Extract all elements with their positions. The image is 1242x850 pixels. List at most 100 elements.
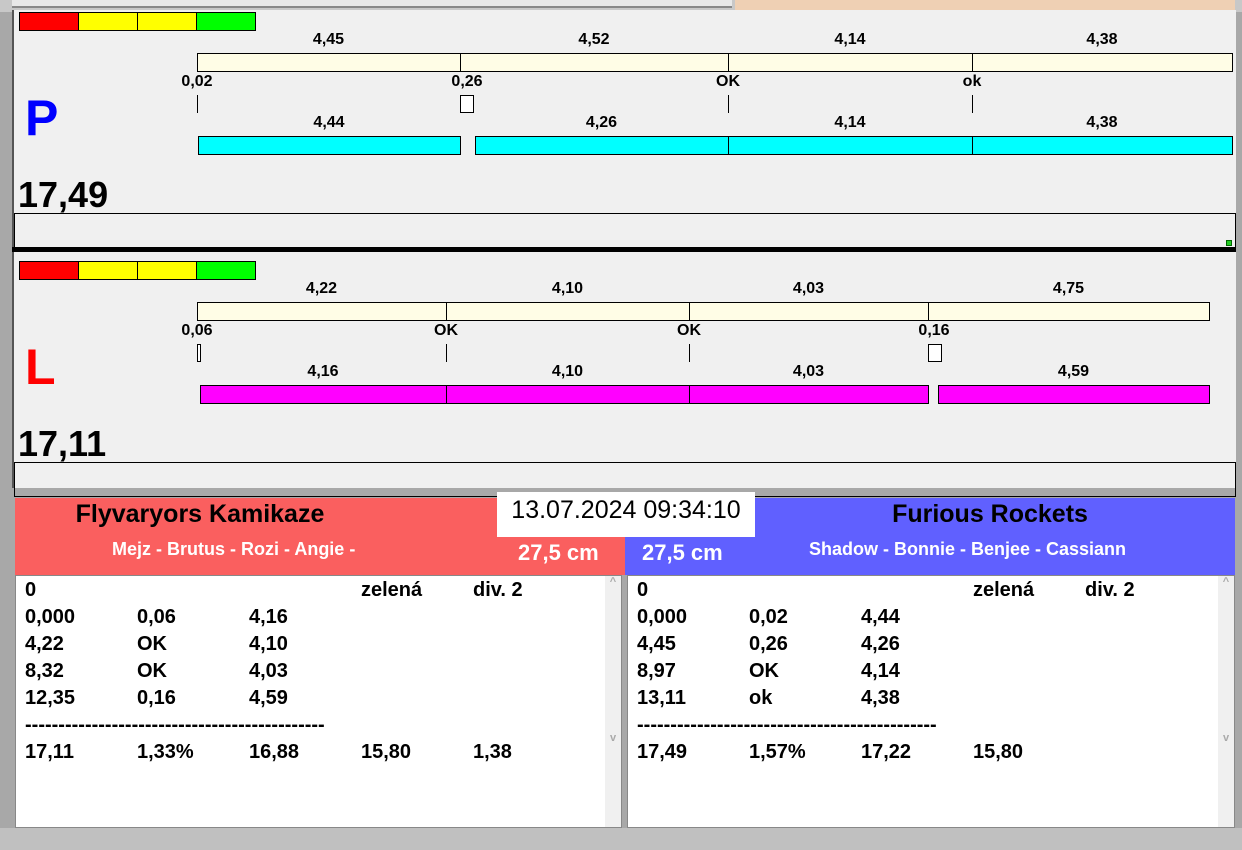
- lane-divider: [12, 247, 1236, 252]
- color-scale-segment: [78, 12, 138, 31]
- top-segment-bar: [460, 53, 729, 72]
- top-segment-value: 4,03: [792, 280, 825, 297]
- mark-label: OK: [434, 322, 458, 339]
- status-bar: [0, 828, 1242, 850]
- bottom-segment-bar: [728, 136, 973, 155]
- top-segment-bar: [972, 53, 1233, 72]
- result-cell: 1,38: [473, 741, 512, 763]
- scrollbar[interactable]: ^ v: [1218, 576, 1234, 827]
- top-segment-value: 4,52: [578, 31, 610, 48]
- mark-label: 0,26: [451, 73, 483, 90]
- result-cell: 0: [637, 579, 649, 601]
- datetime: 13.07.2024 09:34:10: [497, 492, 755, 537]
- result-cell: 4,59: [249, 687, 288, 709]
- mark-label: 0,06: [181, 322, 213, 339]
- mark-box: [928, 344, 942, 362]
- top-segment-bar: [446, 302, 690, 321]
- result-cell: 4,14: [861, 660, 900, 682]
- mark-label: 0,02: [181, 73, 213, 90]
- status-indicator: [1226, 240, 1232, 246]
- result-cell: ----------------------------------------…: [637, 714, 937, 736]
- mark-label: ok: [962, 73, 982, 90]
- bottom-segment-bar: [475, 136, 729, 155]
- result-cell: 15,80: [361, 741, 412, 763]
- top-segment-bar: [197, 302, 447, 321]
- top-segment-value: 4,38: [1086, 31, 1118, 48]
- lane-letter: L: [25, 339, 56, 395]
- result-cell: 17,22: [861, 741, 912, 763]
- result-cell: 4,03: [249, 660, 288, 682]
- mark-tick: [728, 95, 729, 113]
- team-name: Furious Rockets: [892, 500, 1088, 528]
- bottom-segment-bar: [198, 136, 461, 155]
- result-cell: 17,11: [25, 741, 74, 763]
- top-segment-bar: [928, 302, 1210, 321]
- result-cell: 4,44: [861, 606, 900, 628]
- color-scale-segment: [19, 261, 79, 280]
- result-cell: 15,80: [973, 741, 1024, 763]
- result-cell: OK: [749, 660, 779, 682]
- bottom-segment-value: 4,03: [792, 363, 825, 380]
- team-members: Mejz - Brutus - Rozi - Angie -: [112, 539, 356, 559]
- top-segment-bar: [197, 53, 461, 72]
- bottom-segment-value: 4,16: [307, 363, 339, 380]
- result-cell: 4,26: [861, 633, 900, 655]
- result-cell: 0,000: [25, 606, 76, 628]
- color-scale-segment: [137, 12, 197, 31]
- result-cell: 0,06: [137, 606, 176, 628]
- mark-tick: [972, 95, 973, 113]
- top-segment-value: 4,14: [834, 31, 866, 48]
- top-segment-value: 4,75: [1052, 280, 1085, 297]
- top-segment-bar: [728, 53, 973, 72]
- bottom-segment-value: 4,26: [585, 114, 618, 131]
- result-cell: zelená: [973, 579, 1035, 601]
- lane-total: 17,49: [18, 174, 109, 215]
- right-results-list[interactable]: ^ v 0 zelená div. 2 0,000 0,02 4,44 4,45 0,26 4,26…: [627, 575, 1235, 828]
- result-cell: 4,45: [637, 633, 676, 655]
- result-cell: 4,38: [861, 687, 900, 709]
- header-strip: [735, 0, 1235, 12]
- result-cell: 0,000: [637, 606, 688, 628]
- result-cell: 13,11: [637, 687, 686, 709]
- bottom-segment-bar: [446, 385, 690, 404]
- result-cell: 4,10: [249, 633, 288, 655]
- color-scale-segment: [196, 12, 256, 31]
- bottom-segment-value: 4,38: [1086, 114, 1118, 131]
- mark-label: OK: [677, 322, 701, 339]
- lane-progress-box: [14, 213, 1236, 249]
- result-cell: 4,16: [249, 606, 288, 628]
- result-cell: 8,32: [25, 660, 64, 682]
- top-segment-value: 4,22: [305, 280, 338, 297]
- left-results-list[interactable]: ^ v 0 zelená div. 2 0,000 0,06 4,16 4,22 OK 4,10 8,…: [15, 575, 622, 828]
- mark-box: [197, 344, 201, 362]
- mark-tick: [446, 344, 447, 362]
- mark-tick: [197, 95, 198, 113]
- color-scale-segment: [19, 12, 79, 31]
- result-cell: 4,22: [25, 633, 64, 655]
- lane-letter: P: [25, 90, 59, 146]
- top-segment-value: 4,10: [551, 280, 584, 297]
- lane-total: 17,11: [18, 423, 107, 464]
- tab-strip[interactable]: [12, 0, 732, 8]
- result-cell: ok: [749, 687, 773, 709]
- result-cell: 0: [25, 579, 37, 601]
- result-cell: 8,97: [637, 660, 676, 682]
- top-segment-bar: [689, 302, 929, 321]
- mark-tick: [689, 344, 690, 362]
- mark-box: [460, 95, 474, 113]
- team-name: Flyvaryors Kamikaze: [75, 500, 325, 528]
- mark-label: OK: [716, 73, 740, 90]
- result-cell: OK: [137, 660, 167, 682]
- result-cell: div. 2: [473, 579, 523, 601]
- color-scale-segment: [196, 261, 256, 280]
- result-cell: ----------------------------------------…: [25, 714, 325, 736]
- bottom-segment-value: 4,10: [551, 363, 584, 380]
- size-label: 27,5 cm: [642, 540, 723, 565]
- result-cell: 0,02: [749, 606, 788, 628]
- result-cell: zelená: [361, 579, 423, 601]
- scrollbar[interactable]: ^ v: [605, 576, 621, 827]
- result-cell: 0,16: [137, 687, 176, 709]
- result-cell: OK: [137, 633, 167, 655]
- color-scale-segment: [137, 261, 197, 280]
- bottom-segment-value: 4,14: [834, 114, 866, 131]
